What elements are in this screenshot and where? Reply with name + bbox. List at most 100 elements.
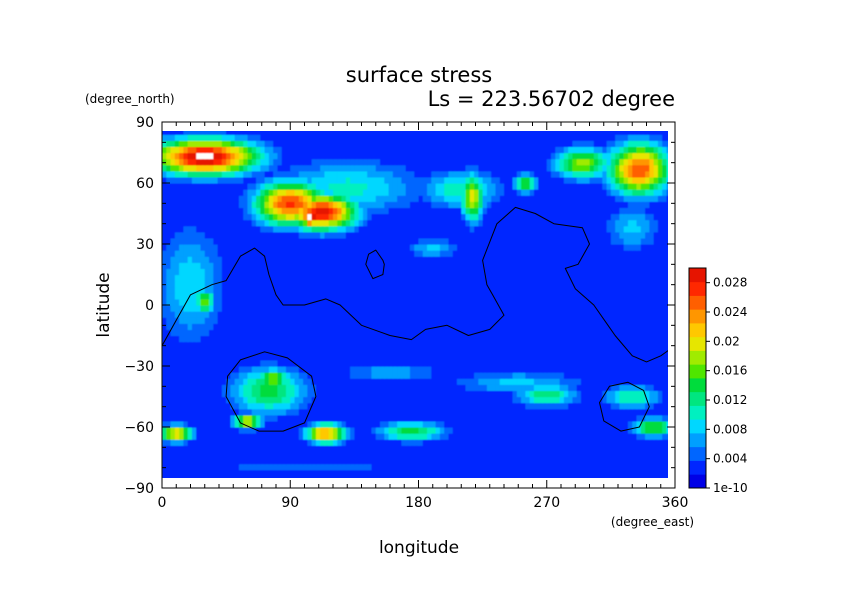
field-cell	[307, 298, 313, 306]
field-cell	[397, 323, 402, 330]
field-cell	[187, 457, 193, 465]
field-cell	[285, 298, 291, 306]
field-cell	[290, 298, 296, 306]
field-cell	[666, 323, 668, 330]
field-cell	[350, 231, 355, 239]
field-cell	[268, 341, 274, 349]
field-cell	[418, 420, 424, 428]
field-cell	[499, 439, 505, 446]
field-cell	[273, 457, 279, 465]
field-cell	[636, 396, 642, 404]
field-cell	[162, 347, 167, 355]
field-cell	[632, 274, 638, 282]
field-cell	[345, 317, 351, 324]
field-cell	[602, 451, 608, 459]
field-cell	[362, 305, 368, 312]
field-cell	[234, 445, 240, 452]
field-cell	[170, 378, 176, 385]
field-cell	[439, 451, 445, 459]
field-cell	[636, 420, 642, 428]
field-cell	[653, 427, 659, 434]
field-cell	[598, 286, 603, 294]
field-cell	[251, 396, 257, 404]
field-cell	[307, 433, 313, 440]
field-cell	[247, 420, 253, 428]
field-cell	[409, 475, 415, 478]
field-cell	[491, 396, 497, 404]
field-cell	[226, 274, 232, 282]
field-cell	[388, 274, 394, 282]
field-cell	[568, 311, 574, 318]
field-cell	[213, 463, 219, 471]
field-cell	[627, 286, 633, 294]
field-cell	[627, 445, 633, 452]
field-cell	[662, 451, 668, 459]
field-cell	[401, 298, 407, 306]
field-cell	[183, 390, 189, 398]
field-cell	[444, 420, 450, 428]
field-cell	[555, 274, 561, 282]
field-cell	[179, 298, 184, 306]
field-cell	[345, 244, 351, 251]
field-cell	[580, 475, 586, 478]
field-cell	[221, 427, 227, 434]
field-cell	[354, 366, 360, 373]
field-cell	[320, 341, 326, 349]
field-cell	[585, 335, 591, 343]
field-cell	[179, 457, 184, 465]
field-cell	[499, 262, 505, 269]
field-cell	[260, 311, 266, 318]
field-cell	[538, 475, 544, 478]
field-cell	[350, 244, 355, 251]
field-cell	[234, 274, 240, 282]
field-cell	[469, 414, 475, 422]
field-cell	[221, 420, 227, 428]
field-cell	[183, 384, 189, 391]
field-cell	[230, 280, 236, 288]
field-cell	[619, 378, 625, 385]
field-cell	[303, 402, 308, 410]
field-cell	[456, 329, 462, 337]
field-cell	[632, 317, 638, 324]
field-cell	[474, 274, 479, 282]
field-cell	[615, 353, 621, 361]
field-cell	[341, 378, 347, 385]
field-cell	[474, 463, 479, 471]
field-cell	[397, 359, 402, 367]
field-cell	[598, 451, 603, 459]
field-cell	[649, 262, 655, 269]
field-cell	[162, 274, 167, 282]
field-cell	[260, 457, 266, 465]
field-cell	[285, 305, 291, 312]
field-cell	[256, 390, 261, 398]
field-cell	[632, 341, 638, 349]
field-cell	[341, 280, 347, 288]
field-cell	[247, 384, 253, 391]
field-cell	[653, 292, 659, 300]
field-cell	[221, 439, 227, 446]
field-cell	[482, 335, 488, 343]
field-cell	[264, 469, 270, 477]
field-cell	[504, 445, 509, 452]
field-cell	[474, 256, 479, 263]
field-cell	[427, 427, 432, 434]
field-cell	[183, 366, 189, 373]
field-cell	[504, 451, 509, 459]
field-cell	[162, 359, 167, 367]
field-cell	[546, 384, 552, 391]
field-cell	[397, 420, 402, 428]
field-cell	[508, 335, 514, 343]
field-cell	[243, 366, 249, 373]
field-cell	[384, 237, 390, 245]
field-cell	[380, 390, 385, 398]
field-cell	[456, 457, 462, 465]
field-cell	[427, 402, 432, 410]
field-cell	[247, 262, 253, 269]
field-cell	[482, 292, 488, 300]
field-cell	[568, 286, 574, 294]
field-cell	[256, 274, 261, 282]
field-cell	[358, 323, 364, 330]
field-cell	[384, 384, 390, 391]
field-cell	[170, 353, 176, 361]
field-cell	[649, 250, 655, 257]
